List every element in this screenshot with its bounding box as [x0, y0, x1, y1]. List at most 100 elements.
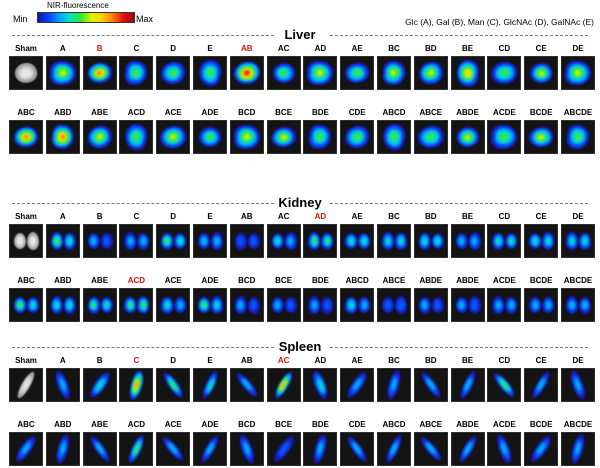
sample-label: ADE: [201, 276, 219, 285]
nir-image-liver: [524, 56, 559, 90]
sample-label: ABD: [54, 108, 72, 117]
sample-label: BC: [388, 212, 400, 221]
fluorescence-signal: [532, 301, 538, 309]
fluorescence-signal: [458, 301, 465, 309]
nir-image-spleen: [9, 432, 43, 466]
nir-image-spleen: [266, 368, 301, 402]
nir-image-liver: [229, 120, 264, 154]
sample-label: BE: [462, 44, 474, 53]
nir-image-kidney: [45, 224, 80, 258]
nir-image-kidney: [487, 224, 522, 258]
fluorescence-signal: [128, 302, 133, 308]
nir-image-liver: [377, 120, 411, 154]
nir-image-spleen: [82, 368, 117, 402]
sample-label: A: [59, 356, 66, 365]
nir-image-kidney: [303, 224, 338, 258]
sample-label: ABDE: [456, 420, 479, 429]
nir-image-kidney: [413, 288, 448, 322]
fluorescence-signal: [280, 133, 288, 141]
sample-label: AE: [351, 356, 363, 365]
sample-label: ABC: [17, 108, 35, 117]
tissue-autofluorescence: [17, 237, 23, 245]
sample-label: BE: [462, 212, 474, 221]
nir-image-liver: [450, 120, 485, 154]
sample-label: AE: [351, 212, 363, 221]
nir-image-spleen: [45, 432, 80, 466]
sample-label: BDE: [311, 108, 329, 117]
colorbar-legend: NIR-fluorescence Min Max: [0, 0, 190, 30]
nir-image-spleen: [156, 432, 191, 466]
fluorescence-signal: [201, 237, 207, 245]
dashed-divider: [12, 347, 274, 348]
fluorescence-signal: [178, 238, 183, 244]
fluorescence-signal: [177, 301, 183, 309]
sample-label: CE: [535, 212, 547, 221]
nir-image-liver: [9, 120, 43, 154]
sample-label: ACDE: [493, 420, 516, 429]
nir-image-spleen: [266, 432, 301, 466]
sample-label: ACE: [164, 276, 182, 285]
nir-image-spleen: [229, 432, 264, 466]
sample-label: BCD: [238, 420, 256, 429]
organ-title: Spleen: [278, 339, 322, 354]
sample-label: ABCDE: [563, 420, 593, 429]
sample-label: BCDE: [529, 108, 553, 117]
nir-image-spleen: [413, 432, 448, 466]
nir-image-kidney: [266, 288, 301, 322]
fluorescence-signal: [434, 300, 442, 310]
legend-max-label: Max: [136, 14, 154, 24]
sample-label: ABC: [17, 276, 35, 285]
organ-title: Kidney: [278, 195, 322, 210]
sugar-key: Glc (A), Gal (B), Man (C), GlcNAc (D), G…: [405, 17, 594, 27]
sample-label: ABE: [91, 420, 109, 429]
sample-label: ABC: [17, 420, 35, 429]
sample-label: CD: [498, 356, 511, 365]
nir-image-spleen: [45, 368, 80, 402]
nir-image-spleen: [340, 432, 375, 466]
colorbar: [37, 12, 135, 23]
nir-image-liver: [156, 56, 191, 90]
sample-label: ADE: [201, 420, 219, 429]
fluorescence-signal: [582, 301, 588, 309]
nir-image-liver: [266, 120, 301, 154]
fluorescence-signal: [141, 302, 146, 308]
fluorescence-signal: [127, 237, 134, 245]
sample-label: BD: [425, 44, 437, 53]
fluorescence-signal: [140, 237, 147, 245]
fluorescence-signal: [250, 236, 258, 246]
sample-label: BCDE: [529, 276, 553, 285]
fluorescence-signal: [286, 300, 295, 310]
nir-image-kidney: [156, 224, 191, 258]
dashed-divider: [12, 203, 274, 204]
fluorescence-signal: [362, 238, 367, 244]
nir-image-spleen: [229, 368, 264, 402]
nir-image-spleen: [377, 368, 411, 402]
fluorescence-signal: [323, 299, 332, 311]
nir-image-kidney: [229, 288, 264, 322]
sample-label: A: [59, 44, 66, 53]
fluorescence-signal: [214, 301, 220, 309]
nir-image-liver: [229, 56, 264, 90]
nir-image-liver: [487, 120, 522, 154]
sample-label: ACD: [127, 420, 146, 429]
nir-image-kidney: [524, 224, 559, 258]
dashed-divider: [12, 35, 274, 36]
legend-title: NIR-fluorescence: [47, 1, 109, 10]
fluorescence-signal: [422, 238, 427, 244]
fluorescence-signal: [349, 302, 354, 308]
sample-label: BCD: [238, 108, 256, 117]
sample-label: A: [59, 212, 66, 221]
sample-label: ABCE: [419, 108, 443, 117]
nir-image-liver: [303, 120, 338, 154]
organ-title: Liver: [284, 27, 316, 42]
sample-label: B: [96, 44, 103, 53]
sample-label: ABCDE: [563, 108, 593, 117]
sample-label: ABDE: [456, 108, 479, 117]
sample-label: ACE: [164, 108, 182, 117]
dashed-divider: [330, 35, 588, 36]
sample-label: AC: [277, 356, 290, 365]
sample-label: ABCE: [419, 420, 443, 429]
fluorescence-signal: [202, 302, 206, 308]
nir-image-kidney: [193, 224, 227, 258]
sample-label: B: [96, 212, 103, 221]
